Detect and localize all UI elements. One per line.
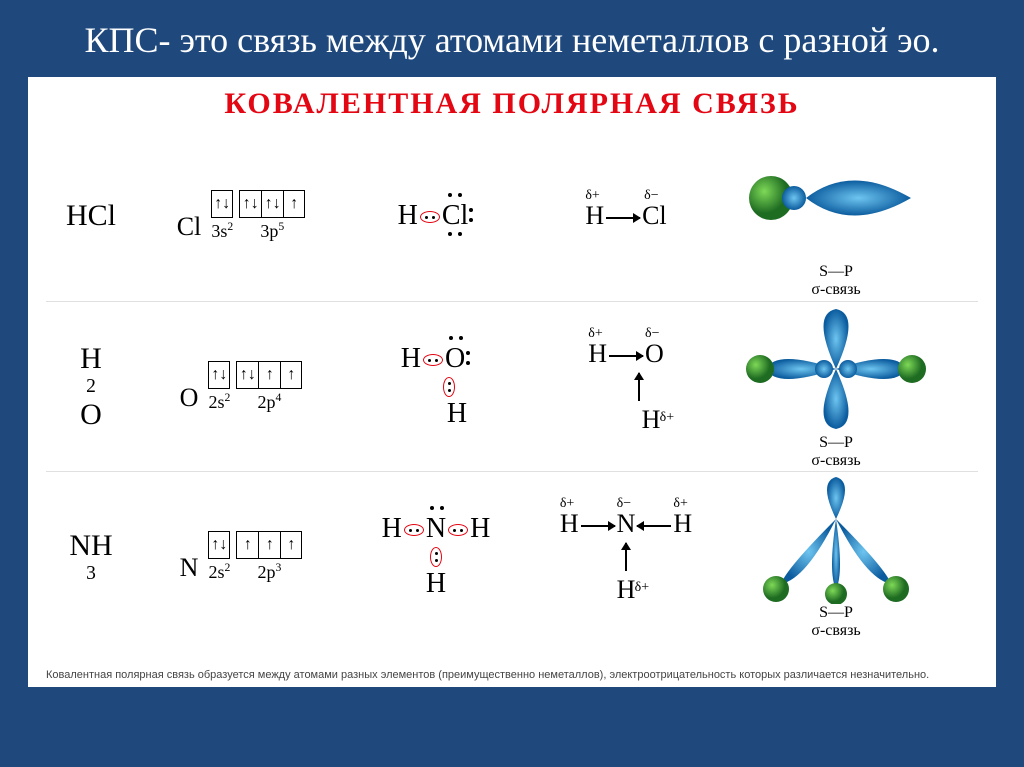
orbital-h2o: S—Pσ-связь — [726, 304, 946, 470]
sigma-orbital-icon — [736, 304, 936, 434]
sigma-orbital-icon — [736, 133, 936, 263]
lewis-h2o: HO H — [346, 344, 526, 430]
atom-label-n: N — [180, 553, 199, 583]
row-h2o: H2O O ↑↓ 2s2 ↑↓↑↑ 2p4 HO — [46, 301, 978, 471]
lewis-hcl: HCl — [346, 201, 526, 232]
dipole-hcl: Hδ+Clδ− — [526, 199, 726, 233]
atom-label-cl: Cl — [177, 212, 202, 242]
sigma-orbital-icon — [736, 474, 936, 604]
dipole-nh3: Hδ+Nδ−Hδ+ Hδ+ — [526, 507, 726, 607]
atom-label-o: O — [180, 383, 199, 413]
orbital-nh3: S—Pσ-связь — [726, 474, 946, 640]
lewis-nh3: HNH H — [346, 514, 526, 600]
formula-hcl: HCl — [46, 199, 136, 233]
formula-h2o: H2O — [46, 342, 136, 432]
econf-nh3: N ↑↓ 2s2 ↑↑↑ 2p3 — [136, 531, 346, 583]
orbital-hcl: S—Pσ-связь — [726, 133, 946, 299]
formula-nh3: NH3 — [46, 529, 136, 585]
panel-heading: КОВАЛЕНТНАЯ ПОЛЯРНАЯ СВЯЗЬ — [46, 87, 978, 121]
slide-title: КПС- это связь между атомами неметаллов … — [0, 0, 1024, 77]
footnote: Ковалентная полярная связь образуется ме… — [46, 669, 978, 681]
row-hcl: HCl Cl ↑↓ 3s2 ↑↓↑↓↑ 3p5 HCl H — [46, 131, 978, 301]
econf-hcl: Cl ↑↓ 3s2 ↑↓↑↓↑ 3p5 — [136, 190, 346, 242]
molecule-rows: HCl Cl ↑↓ 3s2 ↑↓↑↓↑ 3p5 HCl H — [46, 131, 978, 641]
row-nh3: NH3 N ↑↓ 2s2 ↑↑↑ 2p3 HNH — [46, 471, 978, 641]
content-panel: КОВАЛЕНТНАЯ ПОЛЯРНАЯ СВЯЗЬ HCl Cl ↑↓ 3s2… — [28, 77, 996, 687]
econf-h2o: O ↑↓ 2s2 ↑↓↑↑ 2p4 — [136, 361, 346, 413]
dipole-h2o: Hδ+Oδ− Hδ+ — [526, 337, 726, 437]
